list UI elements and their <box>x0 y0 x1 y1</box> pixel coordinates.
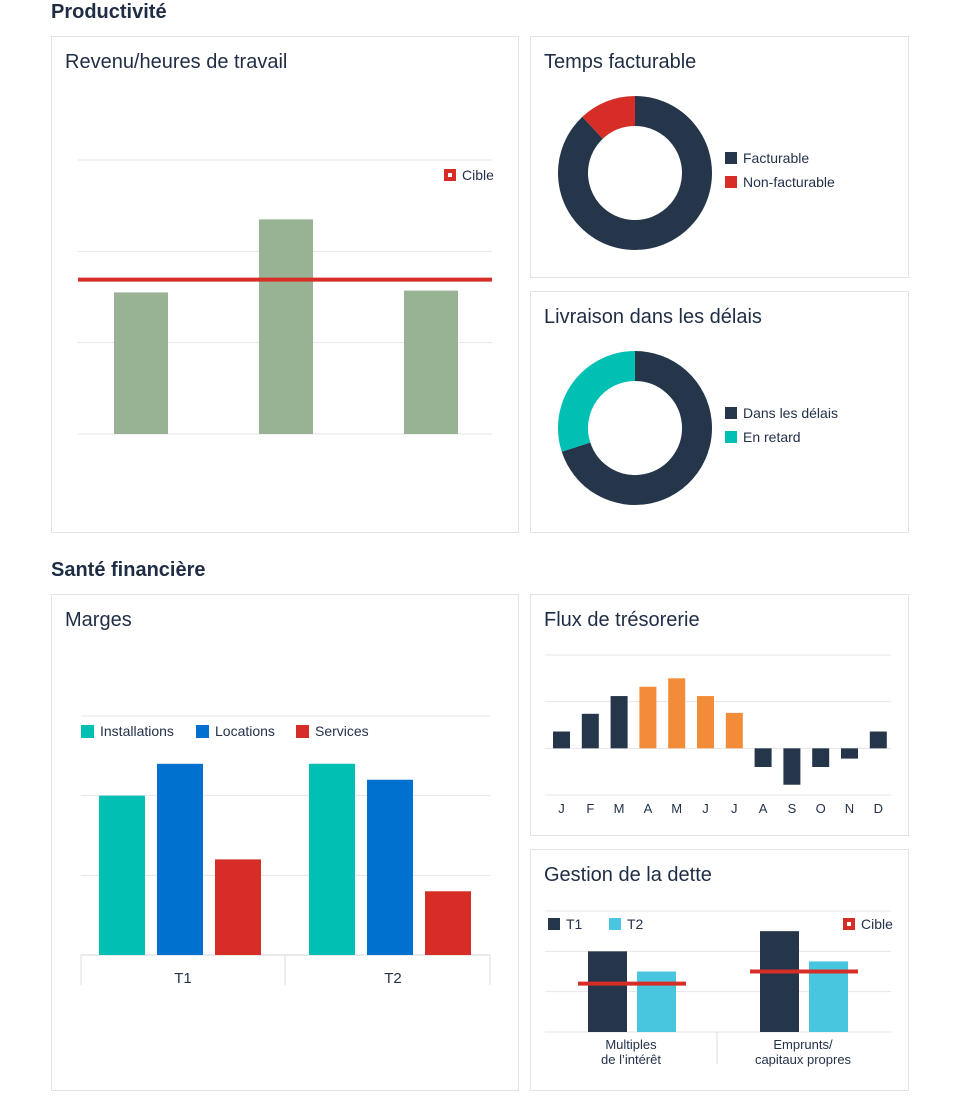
chart-marges: T1 T2 Installations Locations Services <box>80 715 491 987</box>
legend-swatch <box>725 407 737 419</box>
revenu-legend-swatch-inner <box>448 173 452 177</box>
card-flux: Flux de trésorerie J F M A M J J A S O N D <box>530 594 909 836</box>
legend-swatch <box>609 918 621 930</box>
card-title-temps: Temps facturable <box>544 51 697 73</box>
legend-label: En retard <box>743 429 801 445</box>
bar-flux-2 <box>581 713 599 749</box>
card-title-flux: Flux de trésorerie <box>544 609 700 631</box>
donut-slice-non-facturable <box>582 96 636 140</box>
x-tick-label: S <box>788 801 797 816</box>
dette-legend-label: Cible <box>861 916 893 932</box>
card-title-revenu: Revenu/heures de travail <box>65 51 288 73</box>
card-marges: Marges T1 T2 Installations Locations Service… <box>51 594 519 1091</box>
x-tick-label: J <box>702 801 709 816</box>
chart-livraison: Dans les délais En retard <box>558 351 838 505</box>
bar-flux-8 <box>754 748 772 767</box>
bar-installations-t1 <box>99 795 145 955</box>
legend-label: Installations <box>100 723 174 739</box>
bar-dette-t1-2 <box>760 931 799 1032</box>
x-tick-label-line: capitaux propres <box>755 1052 852 1067</box>
card-dette: Gestion de la dette Multiples de l’intérê… <box>530 849 909 1091</box>
section-title-sante: Santé financière <box>51 559 206 581</box>
bar-revenu-1 <box>114 292 168 434</box>
x-tick-label: M <box>614 801 625 816</box>
chart-revenu: Cible <box>78 159 494 435</box>
x-tick-label: Emprunts/capitaux propres <box>755 1037 852 1067</box>
card-livraison: Livraison dans les délais Dans les délai… <box>530 291 909 533</box>
card-revenu: Revenu/heures de travail Cible <box>51 36 519 533</box>
x-tick-label: A <box>759 801 768 816</box>
bar-flux-1 <box>553 731 570 749</box>
bar-dette-t2-1 <box>637 971 676 1032</box>
bar-flux-11 <box>841 748 858 759</box>
chart-dette: Multiples de l’intérêt Emprunts/capitaux p… <box>545 910 893 1067</box>
bar-installations-t2 <box>309 763 355 955</box>
bar-flux-7 <box>725 712 743 749</box>
legend-swatch <box>296 725 309 738</box>
card-title-marges: Marges <box>65 609 132 631</box>
bar-services-t1 <box>215 859 261 955</box>
bar-flux-12 <box>869 731 887 749</box>
donut-slice-facturable <box>558 96 712 250</box>
x-tick-label: F <box>586 801 594 816</box>
bar-revenu-2 <box>259 219 313 434</box>
legend-swatch <box>725 431 737 443</box>
legend-label: Locations <box>215 723 275 739</box>
legend-label: T1 <box>566 916 583 932</box>
legend-label: Dans les délais <box>743 405 838 421</box>
card-title-dette: Gestion de la dette <box>544 864 712 886</box>
bar-flux-3 <box>610 696 628 749</box>
x-tick-label: O <box>816 801 826 816</box>
x-tick-label-line: Multiples <box>605 1037 657 1052</box>
legend-swatch <box>725 176 737 188</box>
x-tick-label: T2 <box>384 970 402 987</box>
bar-dette-t1-1 <box>588 951 627 1032</box>
bar-flux-5 <box>668 678 686 749</box>
revenu-legend-label: Cible <box>462 167 494 183</box>
x-tick-label-line: Emprunts/ <box>773 1037 833 1052</box>
x-tick-label: J <box>731 801 738 816</box>
bar-flux-9 <box>783 748 801 785</box>
donut-slice-en-retard <box>558 351 636 452</box>
legend-label: Services <box>315 723 369 739</box>
x-tick-label: Multiples de l’intérêt <box>601 1037 661 1067</box>
legend-label: T2 <box>627 916 644 932</box>
legend-swatch <box>725 152 737 164</box>
bar-revenu-3 <box>404 290 458 434</box>
bar-flux-10 <box>812 748 830 767</box>
x-tick-label: J <box>558 801 565 816</box>
legend-label: Non-facturable <box>743 174 835 190</box>
legend-swatch <box>81 725 94 738</box>
card-title-livraison: Livraison dans les délais <box>544 306 762 328</box>
legend-swatch <box>196 725 209 738</box>
x-tick-label: T1 <box>174 970 192 987</box>
bar-flux-4 <box>639 686 657 749</box>
card-temps: Temps facturable Facturable Non-facturabl… <box>530 36 909 278</box>
donut-slice-dans-les-délais <box>561 351 712 505</box>
x-tick-label: A <box>644 801 653 816</box>
chart-temps: Facturable Non-facturable <box>558 96 835 250</box>
x-tick-label: N <box>845 801 854 816</box>
bar-flux-6 <box>697 696 714 749</box>
x-tick-label: M <box>671 801 682 816</box>
bar-services-t2 <box>425 891 471 955</box>
legend-swatch <box>548 918 560 930</box>
x-tick-label-line: de l’intérêt <box>601 1052 661 1067</box>
dette-legend-swatch-inner <box>847 922 851 926</box>
section-title-productivite: Productivité <box>51 1 167 23</box>
bar-locations-t1 <box>157 763 203 955</box>
legend-label: Facturable <box>743 150 809 166</box>
x-tick-label: D <box>874 801 883 816</box>
bar-locations-t2 <box>367 779 413 955</box>
